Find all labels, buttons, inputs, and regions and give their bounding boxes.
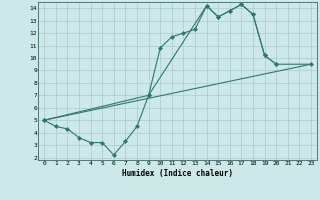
X-axis label: Humidex (Indice chaleur): Humidex (Indice chaleur) xyxy=(122,169,233,178)
